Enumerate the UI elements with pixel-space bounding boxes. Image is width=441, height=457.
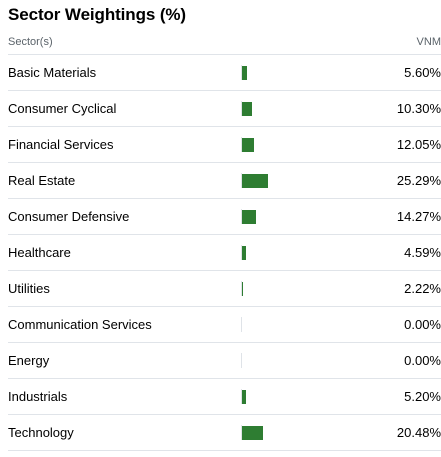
sector-row: Communication Services 0.00% bbox=[8, 307, 441, 343]
bar-baseline bbox=[241, 281, 242, 296]
bar-baseline bbox=[241, 173, 242, 188]
sector-row: Consumer Cyclical 10.30% bbox=[8, 91, 441, 127]
weighting-bar bbox=[241, 281, 244, 296]
panel-title: Sector Weightings (%) bbox=[8, 5, 186, 24]
weighting-bar bbox=[241, 245, 246, 260]
weighting-value: 2.22% bbox=[404, 281, 441, 296]
weighting-value: 20.48% bbox=[396, 425, 441, 440]
weighting-bar bbox=[241, 101, 252, 116]
sector-row: Basic Materials 5.60% bbox=[8, 55, 441, 91]
weighting-bar bbox=[241, 173, 268, 188]
sector-name: Basic Materials bbox=[8, 65, 97, 80]
weighting-value: 10.30% bbox=[396, 101, 441, 116]
bar-baseline bbox=[241, 245, 242, 260]
sector-row: Consumer Defensive 14.27% bbox=[8, 199, 441, 235]
sector-name: Healthcare bbox=[8, 245, 71, 260]
sector-name: Utilities bbox=[8, 281, 50, 296]
bar-baseline bbox=[241, 389, 242, 404]
weighting-bar bbox=[241, 65, 247, 80]
weighting-bar-track bbox=[241, 65, 341, 80]
weighting-bar-track bbox=[241, 317, 341, 332]
sector-name: Consumer Cyclical bbox=[8, 101, 117, 116]
weighting-bar-track bbox=[241, 173, 341, 188]
weighting-bar bbox=[241, 137, 254, 152]
sector-row: Financial Services 12.05% bbox=[8, 127, 441, 163]
sector-row: Healthcare 4.59% bbox=[8, 235, 441, 271]
weighting-bar-track bbox=[241, 137, 341, 152]
sector-name: Technology bbox=[8, 425, 74, 440]
sector-row: Real Estate 25.29% bbox=[8, 163, 441, 199]
weighting-value: 0.00% bbox=[404, 317, 441, 332]
sector-name: Industrials bbox=[8, 389, 68, 404]
weighting-bar-track bbox=[241, 425, 341, 440]
weighting-bar-track bbox=[241, 389, 341, 404]
bar-baseline bbox=[241, 209, 242, 224]
sector-row: Energy 0.00% bbox=[8, 343, 441, 379]
fund-column-header: VNM bbox=[416, 36, 441, 48]
weighting-bar-track bbox=[241, 209, 341, 224]
sector-name: Communication Services bbox=[8, 317, 152, 332]
weighting-bar bbox=[241, 389, 247, 404]
sector-name: Consumer Defensive bbox=[8, 209, 130, 224]
sector-row: Industrials 5.20% bbox=[8, 379, 441, 415]
table-header: Sector(s) VNM bbox=[8, 30, 441, 55]
weighting-bar-track bbox=[241, 245, 341, 260]
bar-baseline bbox=[241, 353, 242, 368]
bar-baseline bbox=[241, 101, 242, 116]
bar-baseline bbox=[241, 65, 242, 80]
weighting-bar-track bbox=[241, 353, 341, 368]
weighting-value: 5.20% bbox=[404, 389, 441, 404]
bar-baseline bbox=[241, 425, 242, 440]
weighting-bar bbox=[241, 209, 256, 224]
weighting-value: 25.29% bbox=[396, 173, 441, 188]
sector-name: Energy bbox=[8, 353, 50, 368]
sector-list: Basic Materials 5.60% Consumer Cyclical 10.… bbox=[8, 55, 441, 451]
sector-name: Financial Services bbox=[8, 137, 114, 152]
weighting-bar-track bbox=[241, 101, 341, 116]
weighting-value: 4.59% bbox=[404, 245, 441, 260]
sector-name: Real Estate bbox=[8, 173, 76, 188]
sector-row: Technology 20.48% bbox=[8, 415, 441, 451]
weighting-value: 0.00% bbox=[404, 353, 441, 368]
weighting-value: 14.27% bbox=[396, 209, 441, 224]
bar-baseline bbox=[241, 317, 242, 332]
bar-baseline bbox=[241, 137, 242, 152]
weighting-value: 12.05% bbox=[396, 137, 441, 152]
sector-row: Utilities 2.22% bbox=[8, 271, 441, 307]
weighting-value: 5.60% bbox=[404, 65, 441, 80]
sector-column-header: Sector(s) bbox=[8, 36, 53, 48]
weighting-bar bbox=[241, 425, 263, 440]
weighting-bar-track bbox=[241, 281, 341, 296]
